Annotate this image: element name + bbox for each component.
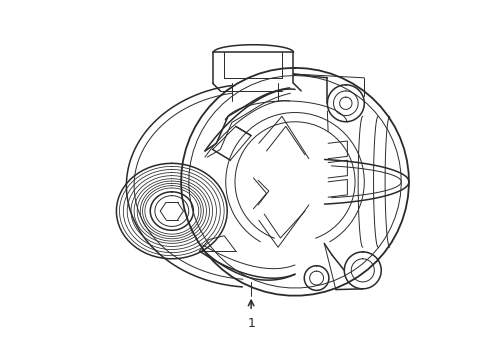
Text: 1: 1 <box>247 317 255 330</box>
